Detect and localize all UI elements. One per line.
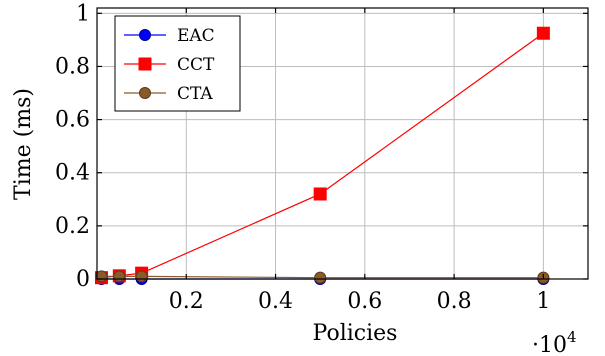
tick-labels: 0.2 0.4 0.6 0.8 1 0 0.2 0.4 0.6 0.8 1 xyxy=(55,1,550,314)
x-tick-label: 0.8 xyxy=(437,289,472,314)
y-tick-label: 0 xyxy=(76,267,90,292)
legend-label: EAC xyxy=(177,26,215,46)
axis-ticks xyxy=(97,8,588,280)
x-axis-label: Policies xyxy=(313,321,398,346)
data-point-cta xyxy=(95,270,108,283)
legend-item-cta: CTA xyxy=(124,84,213,104)
x-axis-multiplier: ·104 xyxy=(532,328,577,356)
series-cta xyxy=(95,270,550,284)
x-tick-label: 0.2 xyxy=(169,289,204,314)
legend-items: EAC CCT CTA xyxy=(124,26,215,104)
y-tick-label: 0.2 xyxy=(55,214,90,239)
legend-marker xyxy=(139,29,151,41)
data-point-cct xyxy=(313,187,327,201)
legend-marker xyxy=(139,87,151,99)
x-tick-label: 0.6 xyxy=(347,289,382,314)
x-tick-label: 0.4 xyxy=(258,289,293,314)
plot-frame xyxy=(96,7,589,280)
data-point-cta xyxy=(113,270,126,283)
data-point-cta xyxy=(314,271,327,284)
data-point-cta xyxy=(135,270,148,283)
y-tick-label: 0.4 xyxy=(55,161,90,186)
y-axis-label: Time (ms) xyxy=(11,88,36,200)
x-tick-label: 1 xyxy=(536,289,550,314)
data-point-cct xyxy=(536,26,550,40)
legend-label: CTA xyxy=(177,84,213,104)
legend: EAC CCT CTA xyxy=(114,15,241,112)
legend-item-eac: EAC xyxy=(124,26,215,46)
legend-label: CCT xyxy=(177,55,215,75)
x-axis-multiplier-base: ·10 xyxy=(532,333,567,356)
x-axis-multiplier-exponent: 4 xyxy=(567,328,577,346)
y-tick-label: 0.8 xyxy=(55,54,90,79)
legend-item-cct: CCT xyxy=(124,55,215,75)
y-tick-label: 0.6 xyxy=(55,108,90,133)
y-tick-label: 1 xyxy=(76,1,90,26)
legend-marker xyxy=(138,57,152,71)
